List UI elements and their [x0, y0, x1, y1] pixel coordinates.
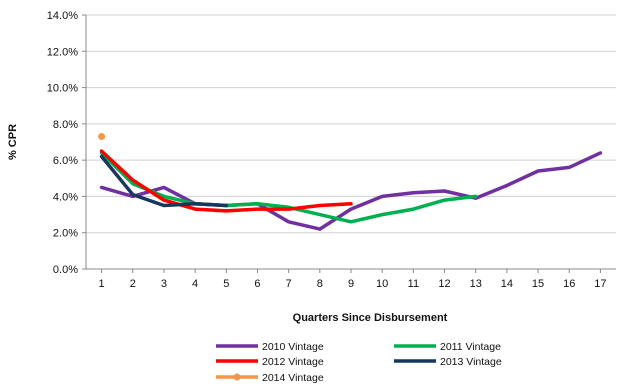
x-tick-label: 4 [192, 278, 198, 290]
x-tick-label: 16 [563, 278, 575, 290]
x-tick-label: 12 [438, 278, 450, 290]
x-tick-label: 17 [594, 278, 606, 290]
series-line-2010-vintage [99, 151, 603, 231]
y-tick-label: 4.0% [53, 191, 78, 203]
x-tick-label: 2 [130, 278, 136, 290]
x-tick-label: 7 [286, 278, 292, 290]
legend-marker-2014-vintage [233, 373, 241, 381]
y-axis-ticks: 0.0% 2.0% 4.0% 6.0% 8.0% 10.0% 12.0% 14.0% [47, 10, 86, 276]
legend-label-2011-vintage: 2011 Vintage [440, 341, 501, 353]
x-axis-ticks: 1 2 3 4 5 6 7 8 9 10 11 12 13 14 15 16 17 [99, 269, 607, 290]
y-tick-label: 2.0% [53, 228, 78, 240]
y-tick-label: 12.0% [47, 46, 78, 58]
y-axis-title: % CPR [7, 124, 19, 160]
legend-label-2013-vintage: 2013 Vintage [440, 356, 502, 368]
legend-label-2012-vintage: 2012 Vintage [262, 356, 324, 368]
axes [85, 15, 616, 270]
x-tick-label: 10 [376, 278, 388, 290]
series-lines [98, 133, 603, 231]
x-tick-label: 13 [470, 278, 482, 290]
legend: 2010 Vintage 2011 Vintage 2012 Vintage 2013… [216, 341, 502, 384]
x-tick-label: 9 [348, 278, 354, 290]
series-line-2012-vintage [99, 149, 353, 213]
x-tick-label: 8 [317, 278, 323, 290]
y-tick-label: 8.0% [53, 119, 78, 131]
x-axis-title: Quarters Since Disbursement [293, 312, 448, 324]
x-tick-label: 5 [223, 278, 229, 290]
y-tick-label: 14.0% [47, 10, 78, 22]
legend-label-2010-vintage: 2010 Vintage [262, 341, 324, 353]
x-tick-label: 1 [99, 278, 105, 290]
y-tick-label: 6.0% [53, 155, 78, 167]
x-tick-label: 14 [501, 278, 513, 290]
x-tick-label: 6 [254, 278, 260, 290]
x-tick-label: 3 [161, 278, 167, 290]
x-tick-label: 15 [532, 278, 544, 290]
legend-label-2014-vintage: 2014 Vintage [262, 372, 324, 384]
grid-lines [86, 14, 616, 270]
y-tick-label: 0.0% [53, 264, 78, 276]
data-point-2014-vintage [98, 133, 106, 141]
y-tick-label: 10.0% [47, 83, 78, 95]
series-line-2011-vintage [99, 151, 478, 224]
x-tick-label: 11 [408, 278, 419, 290]
series-line-2013-vintage [99, 154, 229, 208]
